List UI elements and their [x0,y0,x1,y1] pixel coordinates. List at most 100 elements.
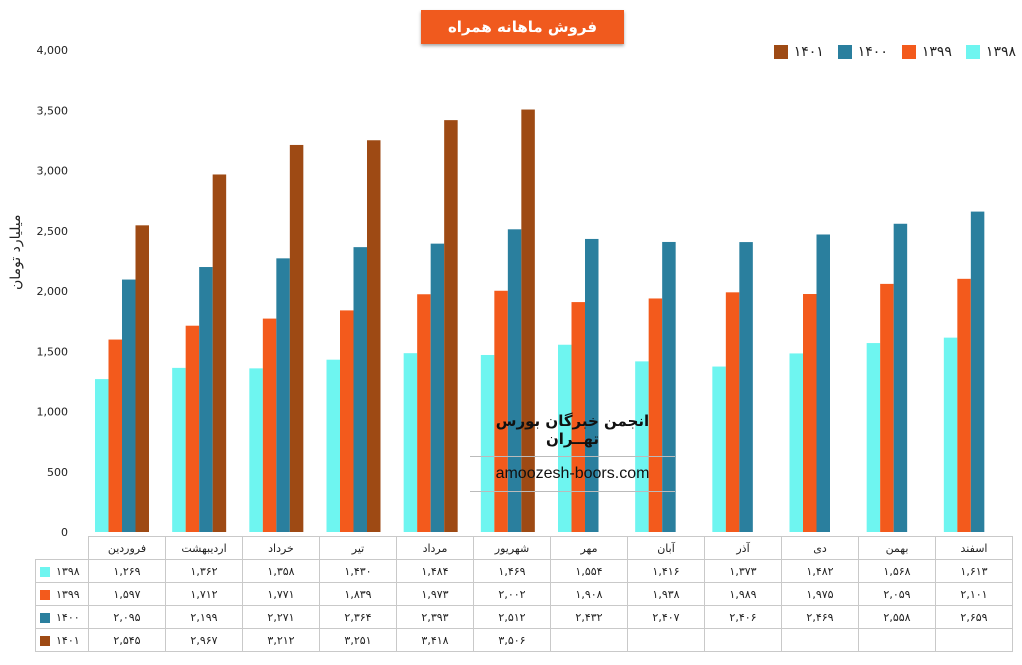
category-label: اردیبهشت [165,536,243,560]
bar-۱۳۹۸-2 [249,368,263,532]
bar-۱۳۹۹-10 [880,283,894,532]
y-tick-label: 2,500 [37,225,69,238]
data-label: ۲,۰۵۹ [858,582,936,606]
bar-۱۳۹۹-7 [648,298,663,532]
bar-۱۳۹۹-5 [494,290,508,532]
bar-۱۴۰۱-1 [212,174,227,532]
bar-۱۴۰۰-6 [585,238,599,532]
data-label [781,628,859,652]
category-label: آبان [627,536,705,560]
bar-۱۴۰۰-8 [739,242,753,532]
y-tick-label: 1,000 [37,406,69,419]
bar-۱۴۰۱-4 [444,120,458,533]
table-row: ۱۴۰۱ ۲,۵۴۵ ۲,۹۶۷ ۳,۲۱۲ ۳,۲۵۱ ۳,۴۱۸ ۳,۵۰۶ [35,628,1013,652]
data-label: ۱,۶۱۳ [935,559,1013,583]
bar-۱۳۹۹-1 [185,325,200,532]
y-tick-label: 4,000 [37,44,69,57]
data-label: ۱,۹۰۸ [550,582,628,606]
bar-۱۴۰۱-5 [521,109,535,532]
data-label: ۲,۴۰۶ [704,605,782,629]
category-label: مهر [550,536,628,560]
category-label: فروردین [88,536,166,560]
y-tick-label: 2,000 [37,285,69,298]
data-label: ۱,۷۱۲ [165,582,243,606]
bar-۱۳۹۸-3 [326,359,340,532]
category-label: مرداد [396,536,474,560]
series-swatch [40,589,50,600]
data-label: ۱,۸۳۹ [319,582,397,606]
y-tick-label: 0 [61,526,68,539]
data-label: ۱,۹۷۳ [396,582,474,606]
bar-۱۳۹۸-1 [172,367,186,532]
series-row-label: ۱۳۹۸ [35,559,89,583]
table-row: ۱۴۰۰ ۲,۰۹۵ ۲,۱۹۹ ۲,۲۷۱ ۲,۳۶۴ ۲,۳۹۳ ۲,۵۱۲ ۲,۴۳۲ ۲… [35,605,1013,629]
series-swatch [40,612,50,623]
bar-۱۳۹۹-3 [340,310,354,532]
data-label: ۱,۹۸۹ [704,582,782,606]
bar-۱۳۹۹-9 [803,294,817,532]
bar-۱۴۰۰-9 [816,234,830,532]
data-label: ۳,۲۵۱ [319,628,397,652]
data-label: ۲,۴۳۲ [550,605,628,629]
bar-۱۴۰۰-3 [353,247,367,532]
data-label: ۱,۲۶۹ [88,559,166,583]
series-name: ۱۳۹۸ [56,564,80,578]
data-label: ۲,۶۵۹ [935,605,1013,629]
data-label: ۲,۳۹۳ [396,605,474,629]
series-name: ۱۴۰۱ [56,633,80,647]
bar-۱۳۹۸-10 [866,343,881,532]
data-label: ۲,۵۴۵ [88,628,166,652]
bar-۱۴۰۱-3 [367,140,381,532]
data-label: ۱,۵۵۴ [550,559,628,583]
data-label: ۱,۹۷۵ [781,582,859,606]
legend-label-1401: ۱۴۰۱ [793,44,824,60]
table-header-row: فروردین اردیبهشت خرداد تیر مرداد شهریور مهر آبا… [36,536,1013,560]
bar-۱۴۰۰-0 [122,279,136,532]
legend-item-1398: ۱۳۹۸ [965,44,1016,60]
category-label: خرداد [242,536,320,560]
chart-title: فروش ماهانه همراه [421,10,624,44]
data-label: ۲,۵۵۸ [858,605,936,629]
data-label: ۱,۴۶۹ [473,559,551,583]
category-label: دی [781,536,859,560]
series-row-label: ۱۴۰۰ [35,605,89,629]
y-tick-label: 3,500 [37,104,69,117]
bar-۱۳۹۹-2 [262,318,277,532]
bar-۱۳۹۸-7 [635,361,649,532]
data-label [627,628,705,652]
category-label: بهمن [858,536,936,560]
watermark: انجمن خبرگان بورس تهــران amoozesh-boors… [470,412,675,492]
data-label: ۱,۵۹۷ [88,582,166,606]
data-label [858,628,936,652]
legend-swatch-1400 [837,45,852,59]
bar-۱۴۰۰-11 [970,211,985,532]
table-row: ۱۳۹۸ ۱,۲۶۹ ۱,۳۶۲ ۱,۳۵۸ ۱,۴۳۰ ۱,۴۸۴ ۱,۴۶۹ ۱,۵۵۴ ۱… [35,559,1013,583]
category-label: شهریور [473,536,551,560]
bar-۱۳۹۸-4 [403,353,418,532]
data-label: ۱,۳۶۲ [165,559,243,583]
data-label: ۱,۷۷۱ [242,582,320,606]
data-label: ۲,۰۹۵ [88,605,166,629]
data-label [935,628,1013,652]
category-label: تیر [319,536,397,560]
series-swatch [40,566,50,577]
data-label: ۳,۴۱۸ [396,628,474,652]
bar-۱۴۰۰-4 [430,243,445,532]
series-swatch [40,635,50,646]
series-row-label: ۱۳۹۹ [35,582,89,606]
bar-۱۴۰۰-2 [276,258,290,532]
data-label: ۱,۳۵۸ [242,559,320,583]
bar-۱۴۰۰-1 [199,267,213,532]
legend: ۱۳۹۸ ۱۳۹۹ ۱۴۰۰ ۱۴۰۱ [773,44,1016,60]
legend-item-1401: ۱۴۰۱ [773,44,824,60]
series-row-label: ۱۴۰۱ [35,628,89,652]
data-label: ۲,۲۷۱ [242,605,320,629]
table-corner [36,537,89,560]
data-label: ۲,۹۶۷ [165,628,243,652]
data-label: ۱,۹۳۸ [627,582,705,606]
data-label: ۲,۴۶۹ [781,605,859,629]
y-tick-label: 500 [47,466,68,479]
legend-item-1400: ۱۴۰۰ [837,44,888,60]
bar-۱۳۹۹-6 [571,302,585,532]
